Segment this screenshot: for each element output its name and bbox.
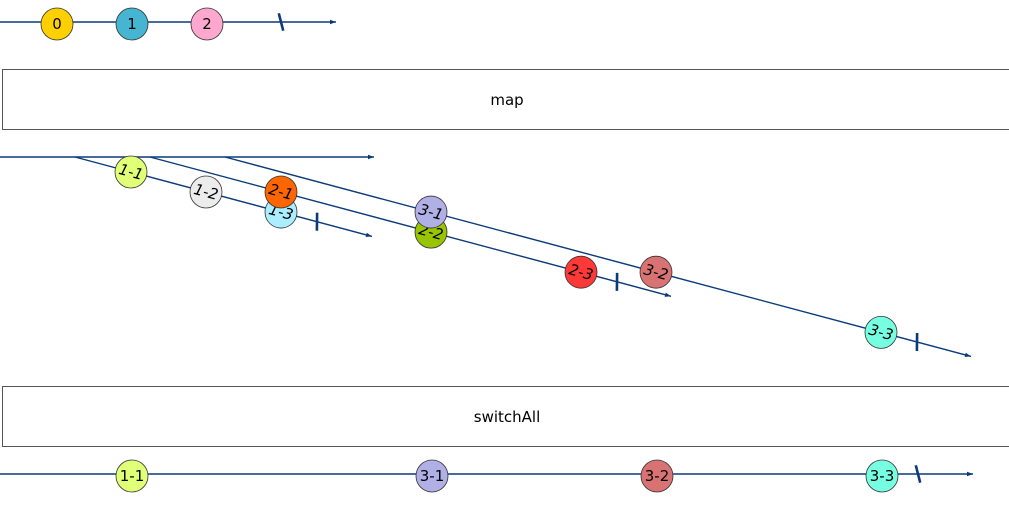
switchall-operator-label: switchAll xyxy=(473,407,541,426)
inner-marble-2-3: 2-3 xyxy=(564,255,598,289)
inner-marble-3-3-circle xyxy=(864,315,898,349)
inner-marble-1-2-label: 1-2 xyxy=(192,180,220,204)
inner-observable-1-line-arrowhead xyxy=(365,232,372,237)
output-marble-3-3-label: 3-3 xyxy=(870,467,895,485)
source-timeline: 0 1 2 xyxy=(0,7,336,41)
source-marble-1-circle xyxy=(115,7,149,41)
inner-marble-3-1: 3-1 xyxy=(414,195,448,229)
inner-marble-1-2-circle xyxy=(189,175,223,209)
source-marble-2: 2 xyxy=(190,7,224,41)
output-marble-3-3-circle xyxy=(865,459,899,493)
output-marble-1-1-label: 1-1 xyxy=(120,467,145,485)
output-line-arrowhead xyxy=(967,471,973,477)
inner-marble-1-1-circle xyxy=(114,155,148,189)
source-line-arrowhead xyxy=(330,19,336,25)
source-marble-0-circle xyxy=(40,7,74,41)
source-marble-2-circle xyxy=(190,7,224,41)
map-operator-label: map xyxy=(490,90,524,109)
output-marble-1-1: 1-1 xyxy=(115,459,149,493)
inner-marble-3-1-label: 3-1 xyxy=(417,200,445,224)
inner-marble-3-2-circle xyxy=(639,255,673,289)
inner-marble-2-3-label: 2-3 xyxy=(567,260,595,284)
inner-marble-1-2: 1-2 xyxy=(189,175,223,209)
inner-observable-3-line xyxy=(224,156,972,358)
inner-marble-3-1-circle xyxy=(414,195,448,229)
output-marble-3-1: 3-1 xyxy=(415,459,449,493)
output-marble-3-2-circle xyxy=(640,459,674,493)
inner-observable-3-line-arrowhead xyxy=(964,352,971,357)
inner-marble-2-1-label: 2-1 xyxy=(267,180,295,204)
inner-marble-3-3-label: 3-3 xyxy=(867,320,895,344)
output-complete-tick xyxy=(914,464,922,484)
output-marble-3-1-circle xyxy=(415,459,449,493)
output-marble-3-2-label: 3-2 xyxy=(645,467,670,485)
inner-timelines: 1-11-21-32-12-22-33-13-23-3 xyxy=(0,154,972,358)
switchall-operator-box: switchAll xyxy=(2,386,1009,447)
inner-marble-2-1-circle xyxy=(264,175,298,209)
inner-marble-1-1: 1-1 xyxy=(114,155,148,189)
source-complete-tick xyxy=(277,12,285,32)
inner-marble-3-2-label: 3-2 xyxy=(642,260,670,284)
inner-marble-1-1-label: 1-1 xyxy=(117,160,145,184)
inner-marble-3-2: 3-2 xyxy=(639,255,673,289)
source-marble-0-label: 0 xyxy=(52,15,62,33)
output-marble-3-3: 3-3 xyxy=(865,459,899,493)
source-marble-1-label: 1 xyxy=(127,15,137,33)
inner-marble-2-1: 2-1 xyxy=(264,175,298,209)
source-marble-0: 0 xyxy=(40,7,74,41)
output-marble-3-2: 3-2 xyxy=(640,459,674,493)
output-timeline: 1-1 3-1 3-2 3-3 xyxy=(0,459,973,493)
output-marble-1-1-circle xyxy=(115,459,149,493)
inner-observable-2-line-arrowhead xyxy=(664,292,671,297)
higher-order-line-arrowhead xyxy=(368,154,374,160)
source-marble-1: 1 xyxy=(115,7,149,41)
inner-marble-3-3: 3-3 xyxy=(864,315,898,349)
inner-marble-2-3-circle xyxy=(564,255,598,289)
output-marble-3-1-label: 3-1 xyxy=(420,467,445,485)
map-operator-box: map xyxy=(2,69,1009,130)
source-marble-2-label: 2 xyxy=(202,15,212,33)
